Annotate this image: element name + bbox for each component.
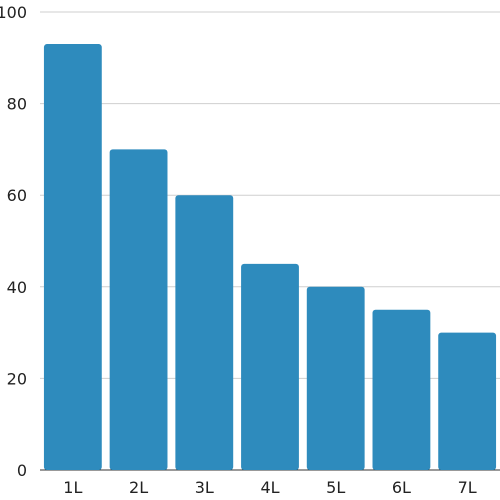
bar-1L [43, 44, 102, 471]
bar-3L [175, 195, 234, 470]
bar-5L [306, 286, 365, 470]
y-tick-label: 0 [17, 461, 27, 480]
y-axis-ticks: 0 20 40 60 80 100 [0, 3, 27, 480]
y-tick-label: 60 [7, 186, 27, 205]
y-tick-label: 80 [7, 95, 27, 114]
x-tick-label: 5L [326, 478, 345, 497]
y-tick-label: 20 [7, 369, 27, 388]
x-axis-ticks: 1L 2L 3L 4L 5L 6L 7L [63, 478, 476, 497]
x-tick-label: 3L [195, 478, 214, 497]
y-tick-label: 100 [0, 3, 27, 22]
y-tick-label: 40 [7, 278, 27, 297]
x-tick-label: 6L [392, 478, 411, 497]
bar-7L [438, 332, 497, 470]
bar-2L [109, 149, 168, 470]
bar-6L [372, 309, 431, 470]
x-tick-label: 2L [129, 478, 148, 497]
x-tick-label: 1L [63, 478, 82, 497]
x-tick-label: 7L [458, 478, 477, 497]
bar-4L [241, 263, 299, 470]
bars [43, 44, 497, 471]
x-tick-label: 4L [260, 478, 279, 497]
